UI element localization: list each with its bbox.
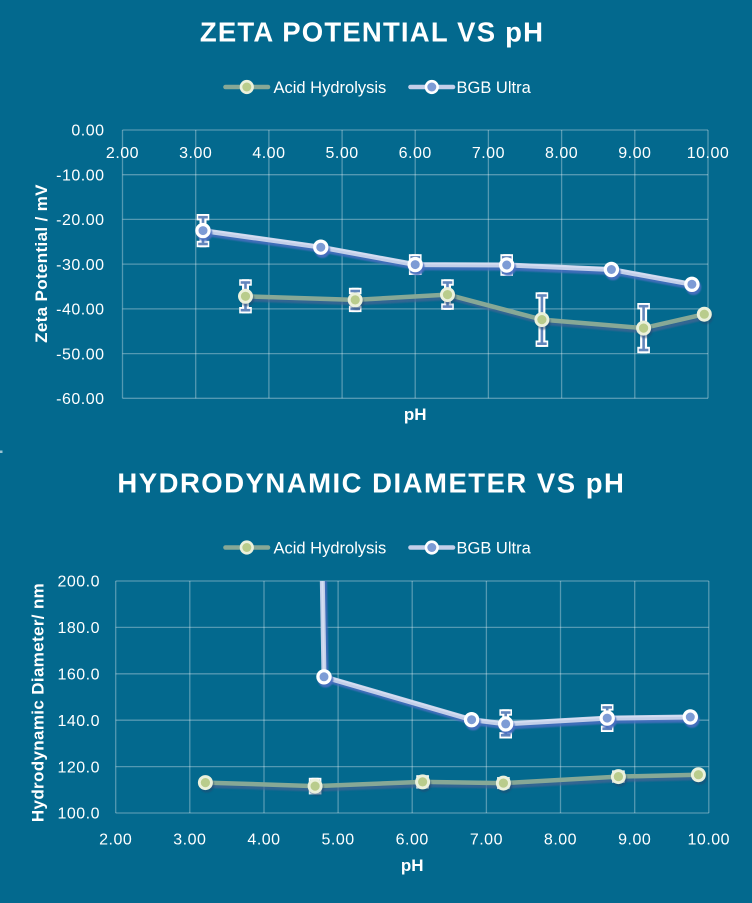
svg-text:100.0: 100.0 bbox=[57, 806, 100, 823]
svg-text:0.00: 0.00 bbox=[71, 123, 104, 140]
svg-text:pH: pH bbox=[401, 856, 424, 875]
svg-text:7.00: 7.00 bbox=[472, 145, 505, 162]
svg-text:-10.00: -10.00 bbox=[56, 167, 104, 184]
svg-text:180.0: 180.0 bbox=[57, 620, 100, 637]
svg-text:10.00: 10.00 bbox=[687, 145, 730, 162]
svg-text:10.00: 10.00 bbox=[688, 831, 731, 848]
svg-text:Zeta Potential / mV: Zeta Potential / mV bbox=[32, 184, 51, 343]
svg-text:-50.00: -50.00 bbox=[56, 346, 104, 363]
svg-text:3.00: 3.00 bbox=[179, 145, 212, 162]
svg-text:pH: pH bbox=[404, 405, 427, 424]
svg-text:3.00: 3.00 bbox=[173, 831, 206, 848]
svg-text:8.00: 8.00 bbox=[545, 145, 578, 162]
svg-text:ZETA POTENTIAL VS pH: ZETA POTENTIAL VS pH bbox=[200, 17, 544, 48]
svg-text:200.0: 200.0 bbox=[57, 574, 100, 591]
svg-text:7.00: 7.00 bbox=[470, 831, 503, 848]
svg-text:BGB Ultra: BGB Ultra bbox=[457, 539, 532, 557]
svg-text:2.00: 2.00 bbox=[106, 145, 139, 162]
svg-text:Hydrodynamic Diameter/ nm: Hydrodynamic Diameter/ nm bbox=[28, 583, 47, 822]
svg-text:Acid Hydrolysis: Acid Hydrolysis bbox=[274, 79, 387, 97]
svg-text:9.00: 9.00 bbox=[618, 145, 651, 162]
svg-text:160.0: 160.0 bbox=[57, 667, 100, 684]
svg-text:4.00: 4.00 bbox=[252, 145, 285, 162]
svg-text:BGB Ultra: BGB Ultra bbox=[457, 79, 532, 97]
svg-text:9.00: 9.00 bbox=[618, 831, 651, 848]
svg-text:5.00: 5.00 bbox=[322, 831, 355, 848]
svg-text:140.0: 140.0 bbox=[57, 713, 100, 730]
svg-text:HYDRODYNAMIC DIAMETER VS pH: HYDRODYNAMIC DIAMETER VS pH bbox=[117, 467, 625, 498]
svg-text:6.00: 6.00 bbox=[399, 145, 432, 162]
svg-text:-20.00: -20.00 bbox=[56, 212, 104, 229]
svg-text:2.00: 2.00 bbox=[99, 831, 132, 848]
svg-text:6.00: 6.00 bbox=[396, 831, 429, 848]
svg-text:4.00: 4.00 bbox=[247, 831, 280, 848]
svg-text:5.00: 5.00 bbox=[326, 145, 359, 162]
svg-text:-40.00: -40.00 bbox=[56, 302, 104, 319]
svg-text:Acid Hydrolysis: Acid Hydrolysis bbox=[274, 539, 387, 557]
svg-text:8.00: 8.00 bbox=[544, 831, 577, 848]
svg-text:120.0: 120.0 bbox=[57, 759, 100, 776]
svg-text:-60.00: -60.00 bbox=[56, 391, 104, 408]
svg-text:-30.00: -30.00 bbox=[56, 257, 104, 274]
